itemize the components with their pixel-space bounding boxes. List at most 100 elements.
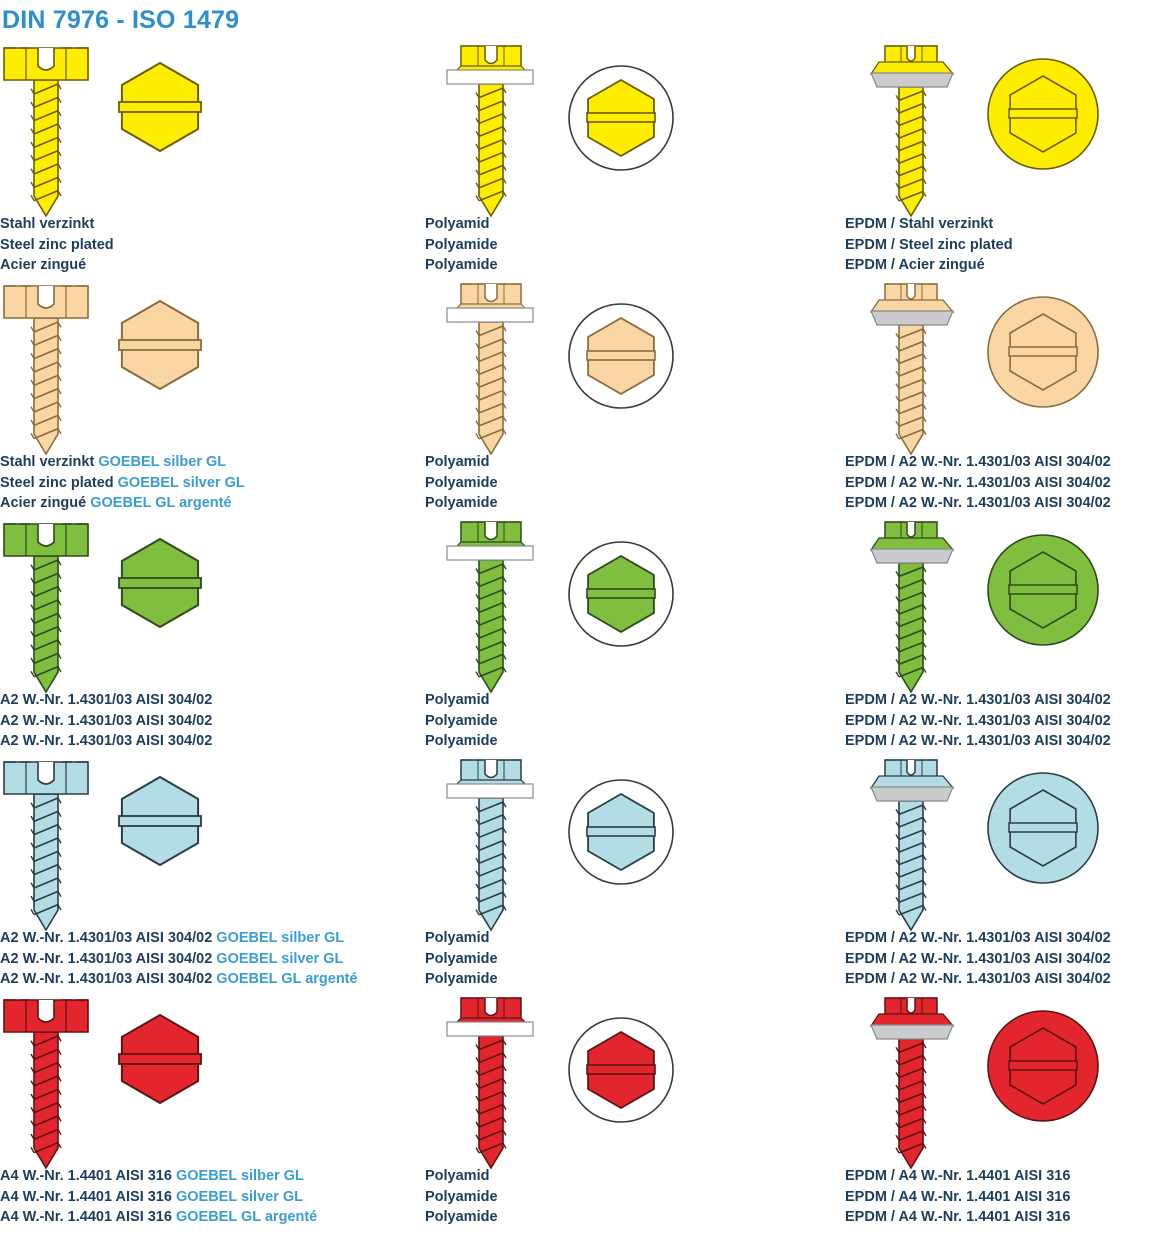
hex-top-view [118, 775, 202, 867]
screw-top-wrap [985, 294, 1101, 415]
material-text: Polyamide [425, 236, 498, 253]
material-label-line: EPDM / Stahl verzinkt [845, 214, 1013, 235]
material-label-block: Stahl verzinkt GOEBEL silber GL Steel zin… [0, 452, 245, 514]
screw-shaft [895, 800, 927, 932]
screw-side-wrap [865, 996, 961, 1177]
material-label-block: EPDM / A4 W.-Nr. 1.4401 AISI 316 EPDM / A… [845, 1166, 1070, 1228]
material-text: Acier zingué [0, 257, 87, 274]
material-text: Stahl verzinkt [0, 454, 99, 470]
material-label-line: EPDM / A4 W.-Nr. 1.4401 AISI 316 [845, 1187, 1070, 1208]
hex-head [3, 47, 89, 81]
material-label-line: A2 W.-Nr. 1.4301/03 AISI 304/02 GOEBEL s… [0, 928, 358, 949]
material-label-line: EPDM / A2 W.-Nr. 1.4301/03 AISI 304/02 [845, 969, 1111, 990]
screw-illustration [425, 282, 725, 456]
screw-side-wrap [445, 996, 541, 1177]
material-text: Steel zinc plated [0, 474, 118, 491]
material-label-block: EPDM / A2 W.-Nr. 1.4301/03 AISI 304/02 EP… [845, 452, 1111, 514]
screw-side-wrap [865, 520, 961, 701]
row-red: A4 W.-Nr. 1.4401 AISI 316 GOEBEL silber … [0, 996, 1160, 1234]
row-lightblue-plain-screw-column: A2 W.-Nr. 1.4301/03 AISI 304/02 GOEBEL s… [0, 758, 420, 996]
material-text: A4 W.-Nr. 1.4401 AISI 316 [0, 1168, 176, 1184]
epdm-washer [870, 786, 954, 802]
row-peach-plain-screw-column: Stahl verzinkt GOEBEL silber GL Steel zin… [0, 282, 420, 520]
screw-side-view [3, 285, 89, 456]
material-text: Polyamide [425, 733, 498, 750]
material-label-line: Polyamid [425, 1166, 498, 1187]
hex-top-view [118, 61, 202, 153]
material-label-block: Stahl verzinkt Steel zinc plated Acier zin… [0, 214, 114, 276]
goebel-brand-text: GOEBEL GL argenté [90, 495, 232, 512]
polyamide-washer [446, 783, 534, 799]
material-text: Polyamide [425, 1188, 498, 1205]
material-text: Polyamid [425, 930, 490, 946]
material-label-line: Polyamide [425, 235, 498, 256]
screw-top-wrap [985, 1008, 1101, 1129]
material-text: Polyamide [425, 971, 498, 988]
material-text: Polyamid [425, 1168, 490, 1184]
screw-shaft [895, 1038, 927, 1170]
material-label-line: EPDM / A2 W.-Nr. 1.4301/03 AISI 304/02 [845, 473, 1111, 494]
material-label-line: EPDM / A2 W.-Nr. 1.4301/03 AISI 304/02 [845, 452, 1111, 473]
hex-top-view-in-washer [568, 303, 674, 409]
material-text: A2 W.-Nr. 1.4301/03 AISI 304/02 [0, 712, 213, 729]
material-label-line: Stahl verzinkt GOEBEL silber GL [0, 452, 245, 473]
screw-side-view [869, 521, 955, 694]
material-text: EPDM / A2 W.-Nr. 1.4301/03 AISI 304/02 [845, 930, 1111, 946]
material-text: Polyamide [425, 950, 498, 967]
polyamide-washer [446, 69, 534, 85]
screw-top-wrap [985, 770, 1101, 891]
screw-side-wrap [865, 758, 961, 939]
hex-top-view-in-washer [987, 772, 1099, 884]
material-text: Steel zinc plated [0, 236, 114, 253]
screw-top-wrap [985, 56, 1101, 177]
screw-side-wrap [865, 44, 961, 225]
material-label-block: EPDM / A2 W.-Nr. 1.4301/03 AISI 304/02 EP… [845, 690, 1111, 752]
screw-illustration [845, 282, 1145, 456]
screw-side-view [446, 283, 534, 456]
screw-shaft [895, 86, 927, 218]
screw-illustration [845, 758, 1145, 932]
screw-illustration [0, 44, 300, 218]
page-title: DIN 7976 - ISO 1479 [2, 6, 240, 34]
material-text: EPDM / A2 W.-Nr. 1.4301/03 AISI 304/02 [845, 733, 1111, 750]
screw-illustration [0, 520, 300, 694]
material-label-block: EPDM / A2 W.-Nr. 1.4301/03 AISI 304/02 EP… [845, 928, 1111, 990]
screw-illustration [425, 758, 725, 932]
screw-side-view [869, 997, 955, 1170]
screw-top-wrap [112, 766, 208, 881]
screw-top-wrap [112, 1004, 208, 1119]
material-label-line: A4 W.-Nr. 1.4401 AISI 316 GOEBEL GL arge… [0, 1207, 317, 1228]
goebel-brand-text: GOEBEL silver GL [117, 474, 245, 491]
material-text: EPDM / A4 W.-Nr. 1.4401 AISI 316 [845, 1168, 1071, 1184]
material-label-line: A4 W.-Nr. 1.4401 AISI 316 GOEBEL silber … [0, 1166, 317, 1187]
material-text: A2 W.-Nr. 1.4301/03 AISI 304/02 [0, 692, 213, 708]
material-label-block: Polyamid Polyamide Polyamide [425, 928, 498, 990]
material-text: EPDM / Steel zinc plated [845, 236, 1013, 253]
material-label-line: A2 W.-Nr. 1.4301/03 AISI 304/02 [0, 711, 212, 732]
hex-head [3, 285, 89, 319]
material-text: EPDM / A2 W.-Nr. 1.4301/03 AISI 304/02 [845, 950, 1111, 967]
screw-top-wrap [565, 62, 677, 179]
row-lightblue-polyamide-washer-column: Polyamid Polyamide Polyamide [425, 758, 840, 996]
material-label-line: Stahl verzinkt [0, 214, 114, 235]
screw-top-wrap [112, 52, 208, 167]
screw-side-wrap [445, 44, 541, 225]
screw-illustration [0, 758, 300, 932]
row-yellow: Stahl verzinkt Steel zinc plated Acier zin… [0, 44, 1160, 282]
screw-side-view [3, 999, 89, 1170]
hex-top-view [118, 299, 202, 391]
material-text: EPDM / A4 W.-Nr. 1.4401 AISI 316 [845, 1188, 1071, 1205]
screw-top-wrap [112, 528, 208, 643]
hex-top-view-in-washer [568, 1017, 674, 1123]
material-label-block: A2 W.-Nr. 1.4301/03 AISI 304/02 A2 W.-Nr.… [0, 690, 212, 752]
polyamide-washer [446, 307, 534, 323]
material-text: EPDM / A2 W.-Nr. 1.4301/03 AISI 304/02 [845, 495, 1111, 512]
hex-top-view-in-washer [987, 296, 1099, 408]
goebel-brand-text: GOEBEL silver GL [175, 1188, 304, 1205]
material-label-line: A2 W.-Nr. 1.4301/03 AISI 304/02 GOEBEL s… [0, 949, 358, 970]
row-green-polyamide-washer-column: Polyamid Polyamide Polyamide [425, 520, 840, 758]
screw-side-view [446, 997, 534, 1170]
material-text: EPDM / Stahl verzinkt [845, 216, 994, 232]
screw-illustration [845, 520, 1145, 694]
material-text: A2 W.-Nr. 1.4301/03 AISI 304/02 [0, 733, 213, 750]
